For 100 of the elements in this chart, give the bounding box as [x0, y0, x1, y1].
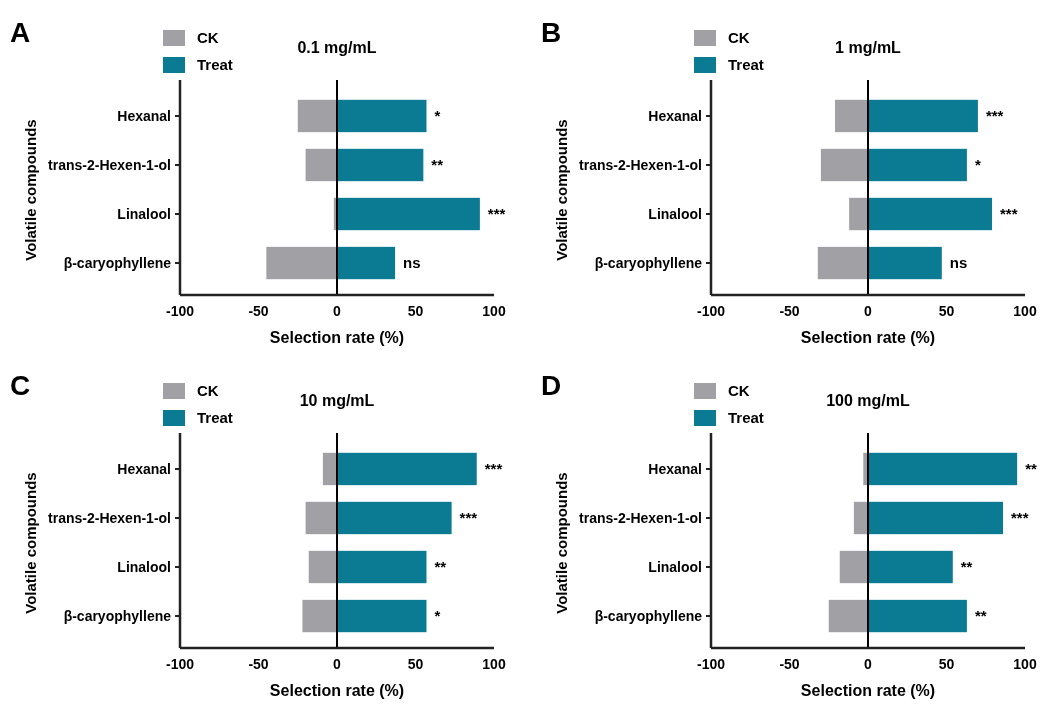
y-tick-label: Hexanal [117, 107, 171, 124]
bar [337, 599, 427, 633]
annotation: ** [974, 607, 987, 625]
y-tick-label: trans-2-Hexen-1-ol [48, 156, 171, 173]
x-axis-title: Selection rate (%) [800, 329, 936, 346]
x-tick-label: 100 [1013, 656, 1037, 672]
annotation: ns [949, 254, 968, 272]
bar [835, 99, 868, 133]
x-axis-title: Selection rate (%) [800, 682, 936, 699]
bar [868, 599, 967, 633]
bar [337, 197, 480, 231]
bar [868, 550, 953, 584]
x-tick-label: -100 [696, 303, 726, 319]
annotation: *** [1011, 509, 1029, 527]
bar [266, 246, 337, 280]
x-tick-label: 0 [333, 303, 342, 319]
x-tick-label: -100 [696, 656, 726, 672]
text: D [541, 370, 562, 401]
chart-title: 1 mg/mL [835, 39, 902, 56]
y-axis-title: Volatile compounds [22, 119, 39, 261]
x-tick-label: 100 [482, 303, 506, 319]
text: C [10, 370, 31, 401]
annotation: ** [431, 156, 444, 174]
annotation: *** [487, 205, 506, 223]
annotation: *** [1000, 205, 1018, 223]
x-tick-label: 0 [333, 656, 342, 672]
y-axis-title: Volatile compounds [553, 472, 570, 614]
bar [868, 501, 1004, 535]
annotation: ** [960, 558, 973, 576]
x-tick-label: -50 [779, 656, 800, 672]
annotation: * [434, 107, 441, 125]
bar [322, 452, 337, 486]
y-tick-label: Hexanal [117, 460, 171, 477]
bar [828, 599, 868, 633]
bar [337, 99, 427, 133]
bar [868, 197, 993, 231]
legend-label: CK [197, 382, 219, 400]
bar [302, 599, 337, 633]
bar [337, 501, 452, 535]
legend-label: CK [728, 382, 750, 400]
x-tick-label: 50 [407, 656, 424, 672]
x-tick-label: 50 [938, 656, 955, 672]
x-tick-label: 0 [864, 303, 873, 319]
annotation: *** [484, 460, 503, 478]
y-tick-label: Linalool [648, 205, 702, 222]
annotation: ns [403, 254, 421, 272]
bar [868, 246, 942, 280]
x-tick-label: 0 [864, 656, 873, 672]
x-tick-label: 50 [407, 303, 424, 319]
bar [305, 501, 337, 535]
x-tick-label: -100 [165, 656, 195, 672]
bar [849, 197, 868, 231]
annotation: * [974, 156, 981, 174]
annotation: * [434, 607, 441, 625]
bar [868, 148, 967, 182]
bar [337, 452, 477, 486]
annotation: ** [1025, 460, 1037, 478]
y-axis-title: Volatile compounds [553, 119, 570, 261]
chart-title: 100 mg/mL [826, 392, 911, 409]
legend-label: Treat [197, 56, 233, 74]
text: B [541, 17, 562, 48]
y-tick-label: Linalool [117, 205, 171, 222]
legend-label: Treat [728, 56, 764, 74]
legend-label: Treat [197, 409, 233, 427]
y-tick-label: Hexanal [648, 107, 702, 124]
bar [817, 246, 868, 280]
x-tick-label: 100 [1013, 303, 1037, 319]
y-tick-label: β-caryophyllene [63, 607, 172, 624]
x-tick-label: 100 [482, 656, 506, 672]
y-axis-title: Volatile compounds [22, 472, 39, 614]
bar [853, 501, 868, 535]
bar [337, 148, 424, 182]
y-tick-label: trans-2-Hexen-1-ol [579, 509, 702, 526]
legend-label: CK [197, 29, 219, 47]
chart-title: 0.1 mg/mL [297, 39, 377, 56]
y-tick-label: β-caryophyllene [594, 254, 703, 271]
x-axis-title: Selection rate (%) [269, 329, 405, 346]
x-tick-label: 50 [938, 303, 955, 319]
y-tick-label: β-caryophyllene [594, 607, 703, 624]
y-tick-label: Linalool [648, 558, 702, 575]
bar [337, 246, 396, 280]
bar [297, 99, 337, 133]
x-axis-title: Selection rate (%) [269, 682, 405, 699]
annotation: *** [985, 107, 1004, 125]
annotation: *** [459, 509, 478, 527]
text: A [10, 17, 31, 48]
bar [868, 452, 1018, 486]
bar [839, 550, 868, 584]
bar [308, 550, 337, 584]
y-tick-label: Linalool [117, 558, 171, 575]
legend-label: Treat [728, 409, 764, 427]
y-tick-label: trans-2-Hexen-1-ol [48, 509, 171, 526]
annotation: ** [434, 558, 447, 576]
x-tick-label: -50 [248, 303, 269, 319]
bar [337, 550, 427, 584]
bar [868, 99, 978, 133]
y-tick-label: β-caryophyllene [63, 254, 172, 271]
chart-title: 10 mg/mL [299, 392, 375, 409]
x-tick-label: -100 [165, 303, 195, 319]
bar [305, 148, 337, 182]
